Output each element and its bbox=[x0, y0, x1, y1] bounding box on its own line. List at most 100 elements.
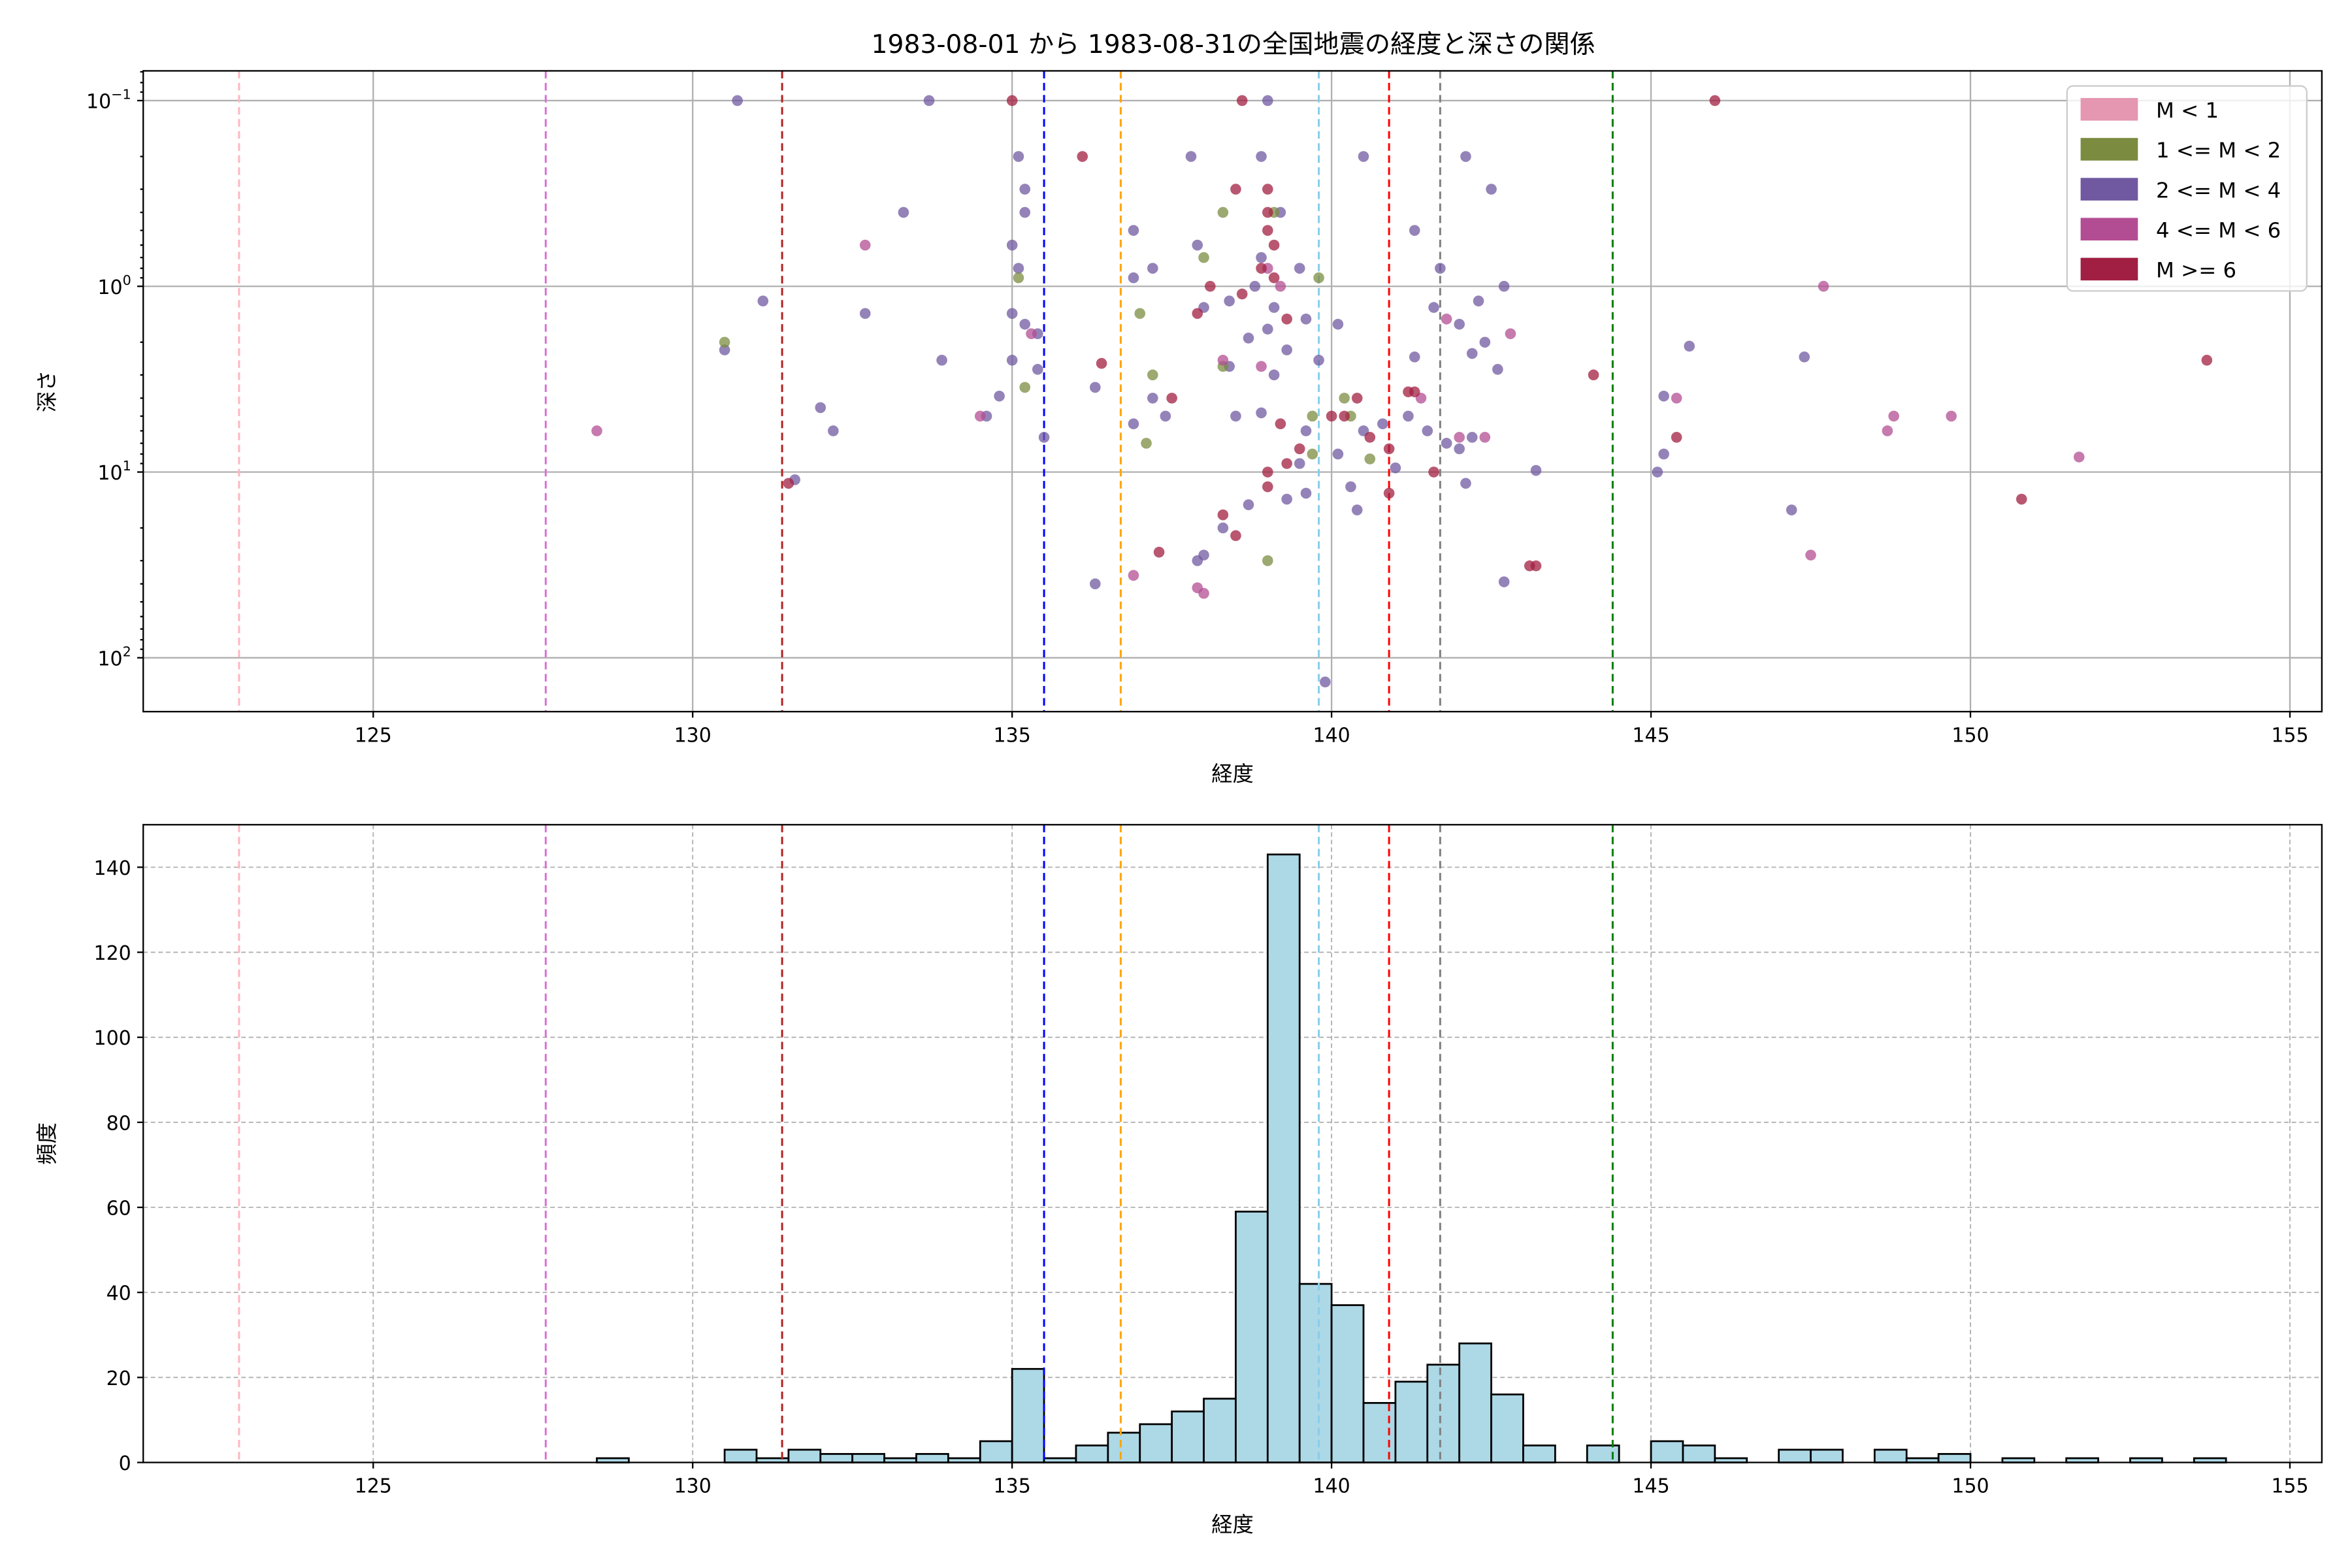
y-tick-label: 102 bbox=[97, 644, 131, 670]
histogram-bar bbox=[1458, 1342, 1492, 1463]
data-point bbox=[1006, 355, 1018, 366]
data-point bbox=[859, 239, 871, 251]
x-tick-label: 145 bbox=[1632, 724, 1669, 747]
data-point bbox=[1652, 466, 1663, 478]
data-point bbox=[859, 308, 871, 319]
data-point bbox=[1198, 252, 1209, 263]
data-point bbox=[1026, 328, 1037, 340]
histogram-bar bbox=[1586, 1445, 1620, 1463]
data-point bbox=[1709, 95, 1721, 106]
data-point bbox=[1479, 432, 1491, 443]
histogram-bar bbox=[1426, 1364, 1461, 1463]
histogram-bar bbox=[1778, 1448, 1812, 1463]
x-tick-label: 135 bbox=[994, 1475, 1031, 1498]
data-point bbox=[1460, 151, 1471, 162]
data-point bbox=[1141, 438, 1152, 449]
data-point bbox=[1307, 448, 1318, 460]
data-point bbox=[1217, 509, 1229, 521]
data-point bbox=[1326, 410, 1337, 422]
y-tick-label: 120 bbox=[94, 942, 131, 965]
data-point bbox=[1377, 418, 1388, 430]
legend-swatch bbox=[2080, 138, 2138, 161]
data-point bbox=[1019, 382, 1031, 393]
data-point bbox=[1383, 443, 1395, 455]
data-point bbox=[1345, 481, 1356, 493]
data-point bbox=[1275, 418, 1286, 430]
histogram-bar bbox=[1298, 1282, 1333, 1463]
histogram-bar bbox=[787, 1448, 822, 1463]
x-tick-label: 155 bbox=[2271, 724, 2308, 747]
y-tick-label: 10−1 bbox=[86, 87, 131, 114]
legend-label: M >= 6 bbox=[2156, 258, 2236, 283]
data-point bbox=[994, 390, 1005, 402]
data-point bbox=[1473, 295, 1484, 307]
data-point bbox=[1236, 288, 1248, 300]
data-point bbox=[757, 295, 769, 307]
data-point bbox=[1390, 462, 1401, 474]
y-tick-label: 101 bbox=[97, 458, 131, 485]
data-point bbox=[2201, 355, 2213, 366]
data-point bbox=[1160, 410, 1171, 422]
data-point bbox=[783, 478, 794, 489]
data-point bbox=[1089, 578, 1101, 589]
data-point bbox=[2016, 493, 2027, 505]
data-point bbox=[898, 206, 909, 218]
histogram-bar bbox=[723, 1448, 758, 1463]
data-point bbox=[1089, 382, 1101, 393]
data-point bbox=[1217, 522, 1229, 534]
data-point bbox=[1320, 676, 1331, 688]
data-point bbox=[1307, 410, 1318, 422]
legend-swatch bbox=[2080, 98, 2138, 121]
data-point bbox=[1230, 410, 1241, 422]
data-point bbox=[1300, 425, 1312, 436]
data-point bbox=[1013, 151, 1024, 162]
data-point bbox=[1882, 425, 1893, 436]
histogram-bar bbox=[1490, 1393, 1524, 1463]
legend-swatch bbox=[2080, 257, 2138, 281]
y-axis-label: 頻度 bbox=[35, 1122, 59, 1165]
data-point bbox=[1684, 340, 1695, 352]
data-point bbox=[1332, 318, 1344, 330]
data-point bbox=[1364, 432, 1376, 443]
data-point bbox=[1192, 308, 1203, 319]
data-point bbox=[1281, 493, 1292, 505]
histogram-bar bbox=[1937, 1453, 1972, 1463]
data-point bbox=[1262, 184, 1273, 195]
data-point bbox=[923, 95, 935, 106]
data-point bbox=[1013, 272, 1024, 284]
data-point bbox=[1230, 530, 1241, 542]
x-tick-label: 140 bbox=[1313, 724, 1350, 747]
data-point bbox=[1498, 576, 1510, 587]
histogram-bar bbox=[1522, 1445, 1556, 1463]
data-point bbox=[1358, 151, 1369, 162]
data-point bbox=[1409, 225, 1420, 236]
data-point bbox=[1383, 487, 1395, 499]
data-point bbox=[1479, 336, 1491, 348]
data-point bbox=[1147, 263, 1158, 274]
y-tick-label: 0 bbox=[119, 1452, 131, 1475]
data-point bbox=[1505, 328, 1516, 340]
data-point bbox=[1032, 364, 1043, 375]
data-point bbox=[1454, 432, 1465, 443]
data-point bbox=[1217, 206, 1229, 218]
data-point bbox=[1262, 225, 1273, 236]
data-point bbox=[1786, 504, 1797, 515]
data-point bbox=[1134, 308, 1146, 319]
data-point bbox=[1466, 348, 1478, 359]
chart-title: 1983-08-01 から 1983-08-31の全国地震の経度と深さの関係 bbox=[872, 30, 1595, 59]
y-axis-label: 深さ bbox=[35, 370, 59, 413]
data-point bbox=[1435, 263, 1446, 274]
plot-frame bbox=[142, 70, 2323, 713]
y-tick-label: 80 bbox=[106, 1112, 131, 1135]
histogram-bar bbox=[1810, 1448, 1844, 1463]
histogram-bar bbox=[1075, 1445, 1109, 1463]
legend: M < 1 1 <= M < 2 2 <= M < 4 4 <= M < 6 M >= … bbox=[2066, 85, 2308, 292]
data-point bbox=[1019, 318, 1031, 330]
data-point bbox=[1192, 555, 1203, 566]
data-point bbox=[1294, 263, 1305, 274]
data-point bbox=[1038, 432, 1050, 443]
data-point bbox=[1454, 318, 1465, 330]
histogram-bar bbox=[1394, 1380, 1429, 1463]
data-point bbox=[815, 402, 826, 414]
plot-frame bbox=[142, 824, 2323, 1463]
